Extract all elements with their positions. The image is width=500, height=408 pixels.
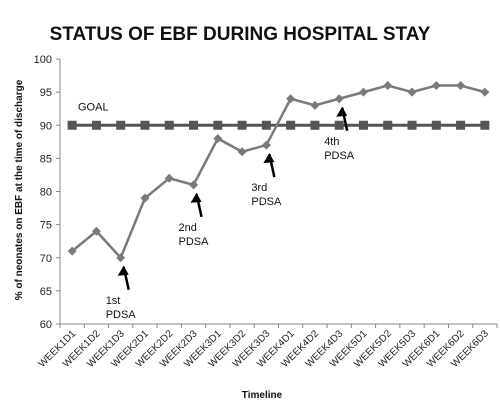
annotation-label: 3rd	[251, 182, 267, 194]
annotation-arrow-head	[117, 265, 129, 276]
pdsa-annotation: 4th PDSA	[324, 106, 355, 162]
ebf-point	[480, 87, 490, 97]
goal-point	[431, 120, 441, 130]
y-tick-label: 100	[34, 54, 52, 66]
ebf-point	[140, 193, 150, 203]
ebf-point	[358, 87, 368, 97]
goal-point	[480, 120, 490, 130]
ebf-point	[91, 226, 101, 236]
annotation-label: PDSA	[106, 309, 137, 321]
pdsa-annotation: 1st PDSA	[106, 265, 137, 321]
ebf-point	[213, 134, 223, 143]
ebf-point	[310, 100, 320, 110]
ebf-point	[261, 140, 271, 150]
goal-point	[310, 120, 320, 130]
y-axis-label: % of neonates on EBF at the time of disc…	[14, 79, 25, 300]
y-tick-label: 80	[40, 187, 52, 199]
ebf-series-line	[71, 84, 486, 261]
goal-point	[189, 120, 199, 130]
annotation-label: 1st	[106, 295, 121, 307]
ebf-point	[431, 81, 441, 90]
goal-point	[383, 120, 393, 130]
goal-point	[261, 120, 271, 130]
ebf-point	[286, 94, 296, 104]
annotation-arrow-head	[336, 106, 348, 117]
annotation-label: PDSA	[251, 196, 282, 208]
y-tick-label: 95	[40, 87, 52, 99]
annotation-label: 2nd	[179, 222, 197, 234]
ebf-point	[189, 180, 199, 190]
goal-legend-label: GOAL	[78, 101, 109, 113]
annotation-label: PDSA	[179, 236, 210, 248]
y-tick-label: 75	[40, 220, 52, 232]
annotation-label: 4th	[324, 136, 339, 148]
goal-point	[456, 120, 466, 130]
ebf-point	[164, 173, 174, 183]
goal-point	[407, 120, 417, 130]
goal-point	[237, 120, 247, 130]
goal-point	[286, 120, 296, 130]
y-tick-label: 90	[40, 120, 52, 132]
goal-point	[334, 120, 344, 130]
goal-point	[116, 120, 126, 130]
y-tick-label: 85	[40, 153, 52, 165]
x-axis-label: Timeline	[242, 390, 283, 401]
ebf-point	[116, 253, 126, 263]
y-tick-label: 70	[40, 253, 52, 265]
pdsa-annotation: 3rd PDSA	[251, 153, 282, 208]
y-tick-label: 60	[40, 319, 52, 331]
ebf-point	[456, 81, 466, 90]
annotation-label: PDSA	[324, 150, 355, 162]
ebf-point	[383, 81, 393, 90]
goal-point	[358, 120, 368, 130]
y-tick-label: 65	[40, 286, 52, 298]
ebf-point	[334, 94, 344, 104]
chart-title: STATUS OF EBF DURING HOSPITAL STAY	[50, 24, 431, 45]
goal-point	[164, 120, 174, 130]
pdsa-annotation: 2nd PDSA	[179, 192, 210, 248]
ebf-point	[407, 87, 417, 97]
ebf-point	[67, 246, 77, 256]
goal-point	[213, 120, 223, 130]
goal-point	[91, 120, 101, 130]
annotation-arrow-head	[190, 192, 202, 203]
goal-point	[67, 120, 77, 130]
ebf-point	[237, 147, 247, 157]
annotation-arrow-head	[263, 153, 275, 164]
goal-point	[140, 120, 150, 130]
